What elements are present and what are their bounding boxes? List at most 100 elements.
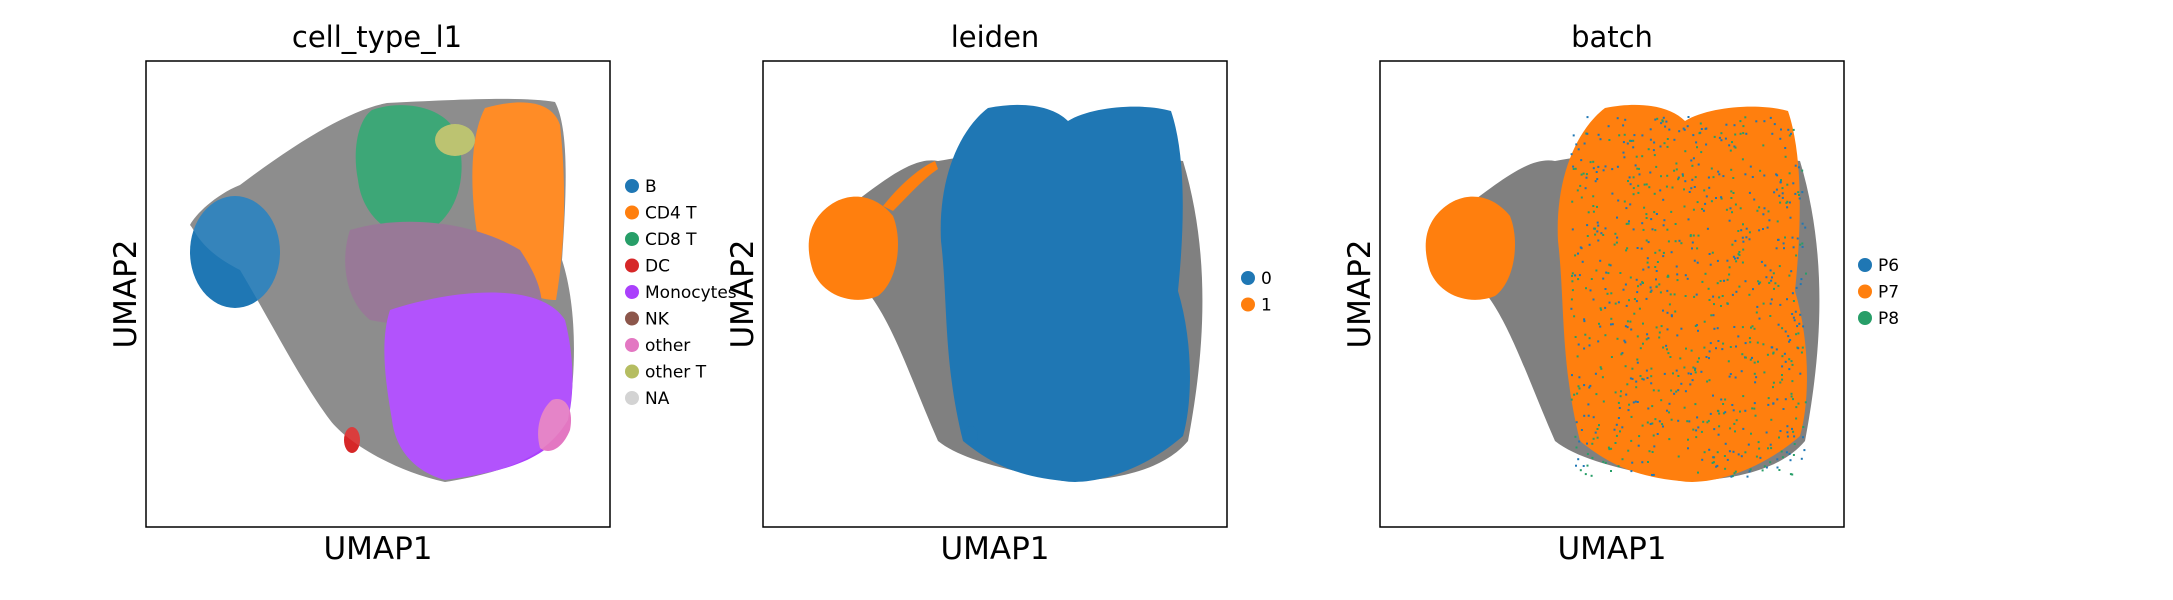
- scatter-point: [1696, 146, 1698, 149]
- scatter-point: [1784, 155, 1787, 158]
- scatter-point: [1626, 247, 1629, 250]
- scatter-point: [1636, 361, 1639, 364]
- scatter-point: [1698, 132, 1701, 135]
- scatter-point: [1786, 298, 1788, 301]
- scatter-point: [1726, 259, 1729, 262]
- scatter-point: [1757, 360, 1759, 363]
- scatter-point: [1575, 464, 1577, 467]
- scatter-point: [1632, 139, 1635, 142]
- scatter-point: [1617, 465, 1620, 468]
- x-axis-label: UMAP1: [1557, 531, 1666, 567]
- scatter-point: [1582, 172, 1585, 175]
- scatter-point: [1646, 377, 1649, 379]
- scatter-point: [1798, 194, 1800, 196]
- scatter-point: [1793, 319, 1796, 322]
- scatter-point: [1789, 216, 1792, 219]
- scatter-point: [1641, 222, 1644, 225]
- scatter-point: [1702, 209, 1705, 212]
- scatter-point: [1694, 325, 1697, 327]
- scatter-point: [1647, 266, 1650, 269]
- scatter-point: [1801, 346, 1804, 349]
- scatter-point: [1606, 292, 1609, 295]
- scatter-point: [1675, 369, 1678, 372]
- scatter-point: [1659, 145, 1662, 148]
- scatter-point: [1651, 405, 1654, 408]
- scatter-point: [1627, 222, 1630, 225]
- scatter-point: [1625, 249, 1628, 252]
- cluster-1-tendril: [883, 161, 938, 211]
- scatter-point: [1655, 326, 1658, 329]
- scatter-point: [1716, 409, 1719, 412]
- scatter-point: [1667, 240, 1670, 243]
- scatter-point: [1738, 285, 1741, 288]
- scatter-point: [1741, 326, 1744, 329]
- scatter-point: [1718, 136, 1721, 139]
- scatter-point: [1745, 132, 1748, 135]
- scatter-point: [1586, 116, 1589, 119]
- scatter-point: [1770, 346, 1773, 349]
- scatter-point: [1602, 234, 1605, 236]
- scatter-point: [1729, 207, 1732, 210]
- scatter-point: [1805, 272, 1807, 275]
- scatter-point: [1645, 369, 1648, 372]
- scatter-point: [1662, 224, 1665, 227]
- scatter-point: [1704, 202, 1707, 205]
- scatter-point: [1769, 443, 1772, 446]
- scatter-point: [1692, 428, 1695, 431]
- scatter-point: [1726, 458, 1729, 461]
- cluster-1: [808, 196, 898, 300]
- scatter-point: [1599, 138, 1602, 141]
- scatter-point: [1577, 278, 1580, 281]
- scatter-point: [1641, 461, 1644, 464]
- scatter-point: [1624, 325, 1627, 328]
- scatter-point: [1757, 441, 1760, 444]
- scatter-point: [1791, 363, 1794, 366]
- cluster-P7: [1557, 104, 1807, 482]
- scatter-point: [1600, 367, 1603, 370]
- scatter-point: [1585, 173, 1588, 176]
- scatter-point: [1758, 317, 1761, 320]
- panel-leiden: leiden UMAP1 UMAP2 01: [725, 20, 1272, 567]
- scatter-point: [1610, 470, 1612, 472]
- scatter-point: [1602, 400, 1605, 403]
- scatter-point: [1631, 377, 1634, 380]
- scatter-point: [1604, 334, 1607, 337]
- scatter-point: [1781, 187, 1784, 190]
- scatter-point: [1656, 433, 1659, 435]
- scatter-point: [1574, 435, 1577, 438]
- scatter-point: [1756, 209, 1759, 212]
- scatter-point: [1694, 403, 1697, 406]
- scatter-point: [1756, 305, 1759, 308]
- scatter-point: [1720, 139, 1723, 142]
- scatter-point: [1596, 221, 1599, 224]
- scatter-point: [1781, 365, 1784, 368]
- scatter-point: [1734, 239, 1737, 242]
- scatter-point: [1630, 439, 1633, 442]
- scatter-point: [1583, 414, 1586, 417]
- scatter-point: [1677, 176, 1680, 179]
- legend-marker: [625, 311, 639, 326]
- scatter-point: [1694, 369, 1696, 372]
- scatter-point: [1773, 287, 1775, 290]
- scatter-point: [1692, 234, 1695, 237]
- scatter-point: [1690, 349, 1693, 352]
- scatter-point: [1598, 322, 1600, 325]
- scatter-point: [1686, 125, 1689, 128]
- scatter-point: [1758, 229, 1761, 232]
- scatter-point: [1744, 280, 1747, 283]
- scatter-point: [1706, 380, 1709, 383]
- scatter-point: [1662, 255, 1665, 258]
- scatter-point: [1701, 458, 1704, 461]
- scatter-point: [1577, 252, 1579, 255]
- scatter-point: [1684, 180, 1687, 183]
- scatter-point: [1664, 125, 1667, 128]
- scatter-point: [1594, 227, 1596, 230]
- scatter-point: [1748, 337, 1751, 340]
- scatter-point: [1754, 414, 1757, 417]
- scatter-point: [1712, 314, 1715, 317]
- scatter-point: [1599, 307, 1602, 310]
- scatter-point: [1765, 276, 1768, 279]
- scatter-point: [1786, 206, 1789, 209]
- scatter-point: [1650, 367, 1653, 370]
- scatter-point: [1792, 430, 1795, 433]
